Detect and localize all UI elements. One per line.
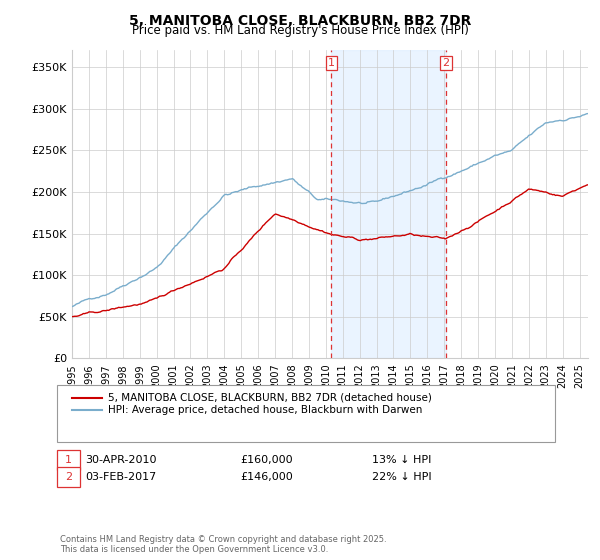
Text: HPI: Average price, detached house, Blackburn with Darwen: HPI: Average price, detached house, Blac… (108, 405, 422, 415)
Text: 30-APR-2010: 30-APR-2010 (85, 455, 157, 465)
Text: £160,000: £160,000 (240, 455, 293, 465)
Text: 03-FEB-2017: 03-FEB-2017 (85, 472, 157, 482)
Text: Contains HM Land Registry data © Crown copyright and database right 2025.
This d: Contains HM Land Registry data © Crown c… (60, 535, 386, 554)
Text: 2: 2 (442, 58, 449, 68)
Text: 22% ↓ HPI: 22% ↓ HPI (372, 472, 431, 482)
Text: 13% ↓ HPI: 13% ↓ HPI (372, 455, 431, 465)
Text: 5, MANITOBA CLOSE, BLACKBURN, BB2 7DR (detached house): 5, MANITOBA CLOSE, BLACKBURN, BB2 7DR (d… (108, 393, 432, 403)
Text: £146,000: £146,000 (240, 472, 293, 482)
Text: 5, MANITOBA CLOSE, BLACKBURN, BB2 7DR: 5, MANITOBA CLOSE, BLACKBURN, BB2 7DR (129, 14, 471, 28)
Text: 2: 2 (65, 472, 72, 482)
Text: Price paid vs. HM Land Registry's House Price Index (HPI): Price paid vs. HM Land Registry's House … (131, 24, 469, 37)
Text: 1: 1 (328, 58, 335, 68)
Text: 1: 1 (65, 455, 72, 465)
